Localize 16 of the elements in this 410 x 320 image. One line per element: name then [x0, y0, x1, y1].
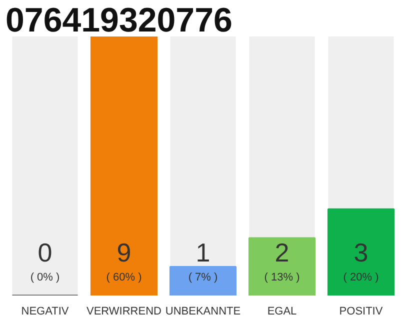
- x-tick-label: NEGATIV: [21, 306, 70, 318]
- annotation: ( 13% ): [264, 272, 300, 284]
- x-tick-label: UNBEKANNTE: [165, 306, 241, 318]
- data-label: 0: [38, 238, 52, 268]
- annotation: ( 20% ): [343, 272, 379, 284]
- x-tick-label: POSITIV: [339, 306, 384, 318]
- data-label: 2: [274, 238, 290, 268]
- x-tick-label: EGAL: [267, 306, 297, 318]
- data-label: 3: [354, 238, 368, 268]
- data-label: 9: [116, 238, 132, 268]
- data-label: 1: [196, 238, 210, 268]
- annotation: ( 60% ): [106, 272, 142, 284]
- annotation: ( 7% ): [188, 272, 218, 284]
- x-tick-label: VERWIRREND: [86, 306, 162, 318]
- annotation: ( 0% ): [30, 272, 60, 284]
- chart-title: 076419320776: [6, 2, 232, 40]
